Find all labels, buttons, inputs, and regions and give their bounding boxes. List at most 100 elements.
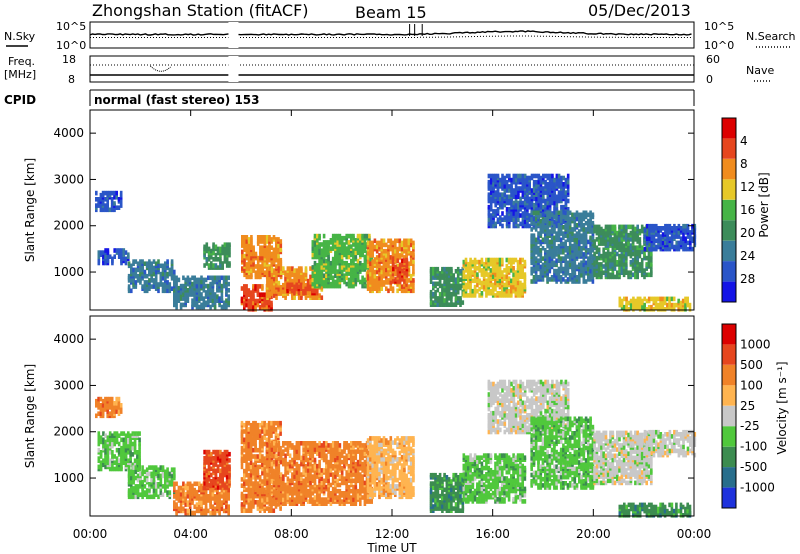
heatmap-cell: [666, 232, 669, 237]
heatmap-cell: [247, 307, 251, 312]
heatmap-cell: [166, 471, 169, 477]
heatmap-cell: [403, 258, 406, 263]
heatmap-cell: [223, 259, 227, 264]
heatmap-cell: [655, 223, 658, 229]
heatmap-cell: [693, 240, 697, 246]
heatmap-cell: [132, 469, 135, 475]
heatmap-cell: [382, 242, 386, 248]
heatmap-cell: [508, 173, 511, 179]
heatmap-cell: [207, 263, 211, 268]
heatmap-cell: [115, 456, 119, 461]
heatmap-cell: [359, 233, 362, 239]
heatmap-cell: [136, 431, 139, 436]
heatmap-cell: [553, 177, 556, 183]
heatmap-cell: [443, 279, 446, 284]
heatmap-cell: [403, 279, 406, 284]
heatmap-cell: [161, 263, 165, 269]
heatmap-cell: [369, 244, 372, 250]
heatmap-cell: [566, 173, 570, 179]
heatmap-cell: [134, 465, 138, 470]
heatmap-cell: [97, 405, 100, 410]
heatmap-cell: [580, 250, 583, 255]
heatmap-cell: [228, 252, 231, 258]
heatmap-cell: [252, 245, 255, 250]
heatmap-cell: [655, 238, 658, 244]
heatmap-cell: [494, 213, 497, 218]
heatmap-cell: [501, 223, 504, 229]
heatmap-cell: [392, 279, 395, 284]
heatmap-cell: [205, 257, 209, 262]
heatmap-cell: [578, 279, 581, 284]
noise-right-tick-bottom: 10^0: [704, 39, 734, 52]
heatmap-cell: [631, 257, 635, 263]
heatmap-cell: [691, 246, 694, 252]
heatmap-cell: [311, 246, 315, 251]
heatmap-cell: [97, 439, 101, 445]
heatmap-cell: [654, 300, 658, 306]
heatmap-cell: [168, 479, 172, 485]
heatmap-cell: [191, 302, 194, 308]
heatmap-cell: [345, 260, 348, 266]
heatmap-cell: [693, 223, 697, 229]
heatmap-cell: [675, 240, 678, 246]
heatmap-cell: [113, 466, 116, 472]
heatmap-cell: [517, 194, 520, 200]
heatmap-cell: [582, 214, 586, 220]
heatmap-cell: [143, 469, 147, 475]
heatmap-cell: [157, 482, 160, 487]
heatmap-cell: [375, 284, 379, 289]
heatmap-cell: [686, 246, 690, 252]
heatmap-cell: [636, 296, 640, 302]
heatmap-cell: [578, 262, 581, 268]
heatmap-cell: [467, 293, 470, 298]
heatmap-cell: [632, 304, 635, 310]
heatmap-cell: [268, 270, 271, 275]
heatmap-cell: [316, 279, 319, 285]
heatmap-cell: [551, 186, 554, 191]
heatmap-cell: [127, 471, 131, 477]
heatmap-cell: [104, 460, 107, 465]
heatmap-cell: [159, 271, 163, 277]
heatmap-cell: [113, 431, 116, 436]
heatmap-cell: [186, 275, 190, 281]
heatmap-cell: [530, 279, 533, 284]
heatmap-cell: [380, 251, 383, 256]
heatmap-cell: [334, 273, 337, 278]
heatmap-cell: [438, 302, 442, 307]
heatmap-cell: [532, 216, 536, 222]
heatmap-cell: [587, 256, 590, 261]
heatmap-cell: [677, 298, 680, 304]
heatmap-cell: [117, 447, 121, 453]
colorbar-segment: [722, 240, 736, 262]
colorbar-tick-label: 12: [740, 180, 755, 194]
heatmap-cell: [221, 265, 224, 270]
heatmap-cell: [684, 296, 687, 302]
heatmap-cell: [225, 259, 229, 264]
heatmap-cell: [485, 272, 488, 277]
heatmap-cell: [258, 296, 262, 302]
heatmap-cell: [517, 223, 520, 229]
heatmap-cell: [566, 266, 570, 272]
heatmap-cell: [97, 201, 100, 206]
heatmap-cell: [173, 269, 176, 275]
heatmap-cell: [106, 450, 110, 455]
heatmap-cell: [480, 280, 484, 286]
colorbar-segment: [722, 261, 736, 282]
heatmap-cell: [184, 483, 187, 489]
heatmap-cell: [482, 268, 486, 273]
heatmap-cell: [489, 200, 493, 206]
heatmap-cell: [322, 258, 326, 264]
heatmap-cell: [352, 267, 355, 272]
heatmap-cell: [400, 284, 404, 289]
heatmap-cell: [385, 271, 388, 277]
heatmap-cell: [429, 275, 433, 280]
heatmap-cell: [177, 485, 181, 491]
heatmap-cell: [441, 266, 444, 272]
heatmap-cell: [265, 260, 269, 265]
heatmap-cell: [597, 266, 601, 271]
heatmap-cell: [491, 282, 495, 288]
heatmap-cell: [640, 228, 644, 234]
heatmap-cell: [551, 215, 554, 220]
heatmap-cell: [508, 217, 511, 222]
heatmap-cell: [173, 288, 176, 293]
